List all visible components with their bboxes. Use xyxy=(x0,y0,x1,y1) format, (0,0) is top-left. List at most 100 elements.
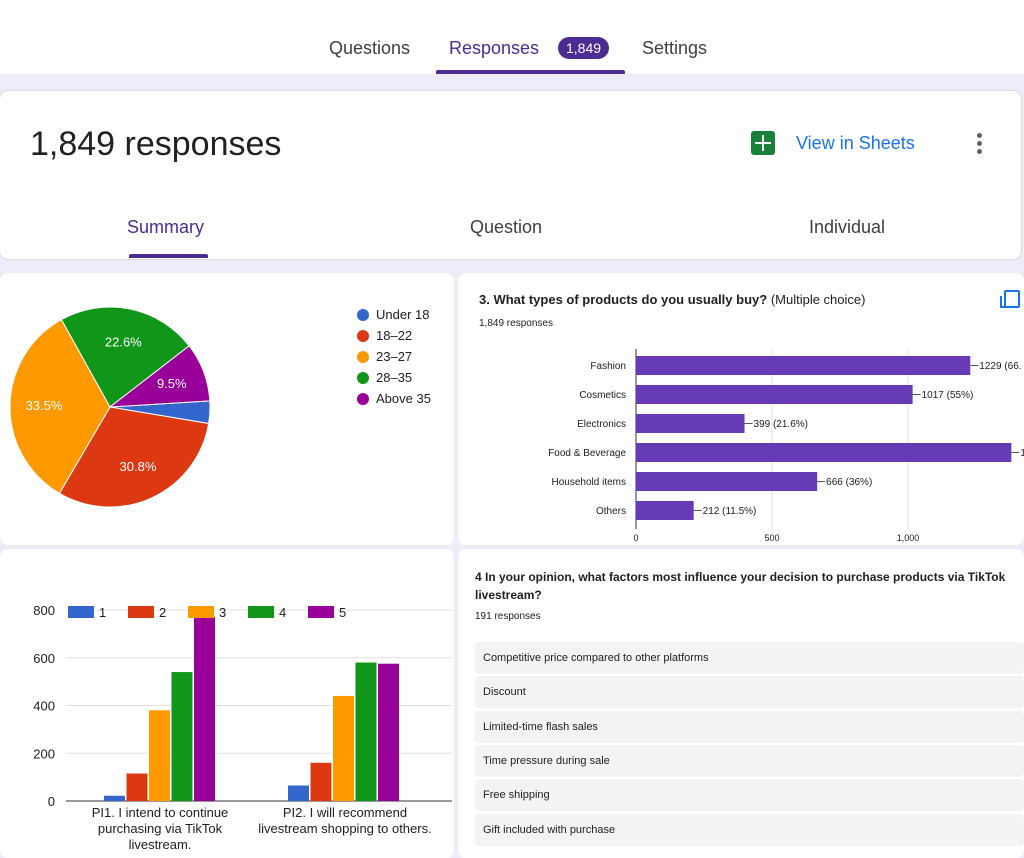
category-label: Cosmetics xyxy=(579,390,626,401)
legend-label: 5 xyxy=(339,605,346,620)
category-label: PI2. I will recommend xyxy=(283,805,407,820)
y-tick-label: 600 xyxy=(33,651,55,666)
tab-settings[interactable]: Settings xyxy=(642,38,708,58)
question-3-title-main: 3. What types of products do you usually… xyxy=(479,292,768,307)
data-label: 666 (36%) xyxy=(826,477,872,488)
pie-slice-label: 33.5% xyxy=(26,398,63,413)
pie-slice xyxy=(58,406,210,508)
category-label: livestream. xyxy=(129,837,192,852)
legend-label: Above 35 xyxy=(376,391,431,406)
answer-row: Limited-time flash sales xyxy=(475,710,1024,743)
category-label: Fashion xyxy=(590,361,626,372)
data-label: 399 (21.6%) xyxy=(754,419,808,430)
tab-responses[interactable]: Responses xyxy=(449,38,540,58)
active-tab-indicator xyxy=(436,70,625,74)
legend-label: Under 18 xyxy=(376,307,430,322)
responses-header-card xyxy=(0,91,1021,259)
bar xyxy=(194,617,215,801)
tab-individual[interactable]: Individual xyxy=(809,217,886,237)
data-label: 212 (11.5%) xyxy=(703,506,757,517)
question-3-title-suffix: (Multiple choice) xyxy=(767,292,866,307)
pie-slice xyxy=(60,306,190,408)
bar xyxy=(310,762,332,801)
x-tick-label: 0 xyxy=(633,533,638,543)
data-label: 1 xyxy=(1020,448,1024,459)
bar xyxy=(149,710,170,801)
pie-slice-label: 9.5% xyxy=(157,376,187,391)
active-subtab-indicator xyxy=(129,254,208,258)
data-label: 1229 (66. xyxy=(979,361,1021,372)
category-label: Food & Beverage xyxy=(548,448,626,459)
top-bar: Questions Responses 1,849 Settings xyxy=(0,0,1024,74)
tab-questions[interactable]: Questions xyxy=(329,38,411,58)
legend-swatch xyxy=(357,393,369,405)
legend-swatch xyxy=(357,351,369,363)
page-title: 1,849 responses xyxy=(30,125,282,163)
question-3-response-count: 1,849 responses xyxy=(479,318,553,329)
bar xyxy=(378,663,399,801)
copy-icon[interactable] xyxy=(1000,290,1020,308)
legend-label: 4 xyxy=(279,605,286,620)
x-tick-label: 500 xyxy=(764,533,779,543)
pie-slice-label: 30.8% xyxy=(120,459,157,474)
bar xyxy=(171,672,193,801)
category-label: Others xyxy=(596,506,626,517)
legend-label: 1 xyxy=(99,605,106,620)
data-label: 1017 (55%) xyxy=(922,390,974,401)
more-vert-icon[interactable] xyxy=(977,133,983,157)
answer-row: Gift included with purchase xyxy=(475,813,1024,846)
legend-label: 28–35 xyxy=(376,370,413,385)
pie-slice-label: 22.6% xyxy=(105,334,142,349)
view-in-sheets-link[interactable]: View in Sheets xyxy=(796,133,915,153)
age-pie-chart: 30.8% 33.5% 22.6% 9.5% xyxy=(9,306,211,508)
bar xyxy=(126,773,148,801)
category-label: PI1. I intend to continue xyxy=(92,805,229,820)
category-label: purchasing via TikTok xyxy=(98,821,223,836)
y-tick-label: 800 xyxy=(33,603,55,618)
legend-swatch xyxy=(128,606,154,618)
category-label: Household items xyxy=(552,477,626,488)
legend-swatch xyxy=(357,330,369,342)
bar xyxy=(288,785,309,801)
answer-row: Discount xyxy=(475,676,1024,709)
bar xyxy=(636,443,1012,462)
legend-swatch xyxy=(188,606,214,618)
question-4-response-count: 191 responses xyxy=(475,611,541,622)
bar xyxy=(636,472,818,491)
y-tick-label: 200 xyxy=(33,746,55,761)
tab-question[interactable]: Question xyxy=(470,217,543,237)
legend-swatch xyxy=(68,606,94,618)
purchase-intention-chart: 0 200 400 600 800 PI1. I intend to continuepu… xyxy=(33,603,452,852)
legend-label: 23–27 xyxy=(376,349,413,364)
question-4-title: 4 In your opinion, what factors most inf… xyxy=(475,570,1006,602)
legend-swatch xyxy=(248,606,274,618)
category-label: Electronics xyxy=(577,419,626,430)
answer-row: Time pressure during sale xyxy=(475,744,1024,777)
legend-swatch xyxy=(357,372,369,384)
bar xyxy=(636,356,971,375)
answer-row: Free shipping xyxy=(475,779,1024,812)
legend-label: 2 xyxy=(159,605,166,620)
bar xyxy=(104,795,125,801)
x-tick-label: 1,000 xyxy=(897,533,920,543)
question-3-title: 3. What types of products do you usually… xyxy=(479,292,865,307)
products-bar-chart: 0 500 1,000 Fashion 1229 (66. Cosmetics 1017 (… xyxy=(548,349,1024,543)
question-3-card xyxy=(458,273,1024,545)
bar xyxy=(333,695,354,801)
pie-slice xyxy=(108,345,211,408)
legend-swatch xyxy=(357,309,369,321)
google-sheets-icon[interactable] xyxy=(751,131,775,155)
y-tick-label: 400 xyxy=(33,699,55,714)
category-label: livestream shopping to others. xyxy=(258,821,431,836)
bar xyxy=(636,385,913,404)
tab-summary[interactable]: Summary xyxy=(127,217,205,237)
legend-swatch xyxy=(308,606,334,618)
bar xyxy=(636,414,745,433)
answer-row: Competitive price compared to other plat… xyxy=(475,642,1024,674)
legend-label: 18–22 xyxy=(376,328,413,343)
y-tick-label: 0 xyxy=(48,794,55,809)
legend-label: 3 xyxy=(219,605,226,620)
bar xyxy=(636,501,694,520)
bar xyxy=(355,662,377,801)
responses-count-badge: 1,849 xyxy=(558,37,610,59)
